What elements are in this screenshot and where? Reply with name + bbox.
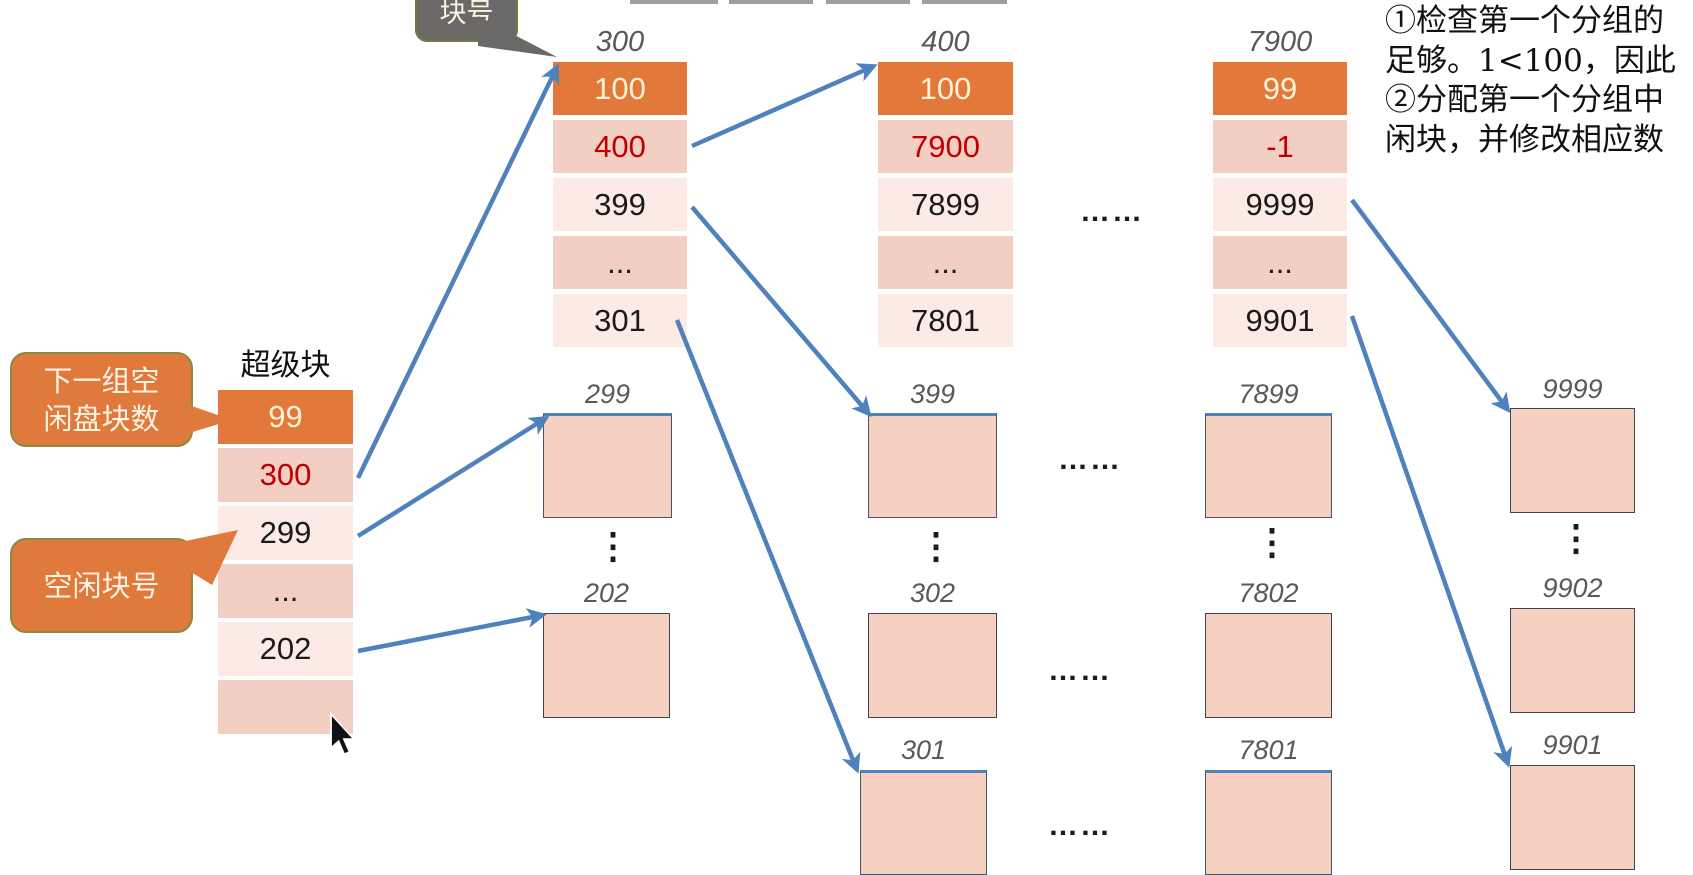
table-cell: 9999 (1213, 178, 1347, 231)
table-cell: 99 (218, 390, 353, 444)
free-block-7802 (1205, 613, 1332, 718)
table-cell: ... (1213, 236, 1347, 289)
block-label: 202 (583, 578, 630, 608)
free-block-399 (868, 413, 997, 518)
table-cell: 100 (553, 62, 687, 115)
annotation-line: ①检查第一个分组的 (1385, 3, 1664, 39)
table-cell: 202 (218, 622, 353, 676)
arrow-400cell-to-table400 (691, 63, 878, 149)
free-block-301 (860, 770, 987, 875)
arrow-9999cell-to-block9999 (1350, 198, 1511, 414)
free-block-9999 (1510, 408, 1635, 513)
free-block-9901 (1510, 765, 1635, 870)
free-block-7899 (1205, 413, 1332, 518)
block-label: 7899 (1238, 379, 1299, 409)
superblock-title: 超级块 (240, 348, 331, 383)
callout-line: 下一组空 (43, 363, 160, 398)
table-cell: 99 (1213, 62, 1347, 115)
group-table-header: 400 (921, 26, 970, 58)
callout-next-group-count: 下一组空 闲盘块数 (10, 352, 193, 447)
horizontal-ellipsis: …… (1048, 809, 1112, 842)
callout-free-block-number: 空闲块号 (10, 538, 193, 633)
arrow-super-to-table300 (355, 63, 560, 479)
block-label: 399 (909, 379, 956, 409)
annotation-line: 足够。1<100，因此 (1385, 42, 1676, 79)
free-block-7801 (1205, 770, 1332, 875)
block-label: 9999 (1542, 374, 1603, 404)
horizontal-ellipsis: …… (1058, 443, 1122, 476)
table-cell-empty (218, 680, 353, 734)
block-label: 301 (900, 735, 947, 765)
annotation-line: ②分配第一个分组中 (1385, 82, 1664, 118)
annotation-text: ①检查第一个分组的 足够。1<100，因此 ②分配第一个分组中 闲块，并修改相应… (1385, 2, 1693, 160)
callout-block-number: 块号 (415, 0, 518, 42)
callout-label: 块号 (439, 0, 494, 29)
horizontal-ellipsis: …… (1080, 195, 1144, 228)
free-block-202 (543, 613, 670, 718)
group-table-400: 100 7900 7899 ... 7801 (878, 62, 1013, 347)
arrow-399cell-to-block399 (690, 205, 872, 418)
block-label: 9902 (1542, 573, 1603, 603)
vertical-ellipsis: ⋮ (918, 525, 954, 566)
annotation-line: 闲块，并修改相应数 (1385, 121, 1664, 158)
group-table-header: 300 (595, 26, 645, 58)
arrow-9901cell-to-block9901 (1349, 315, 1513, 768)
free-block-299 (543, 413, 672, 518)
table-cell: ... (878, 236, 1013, 289)
table-cell: 399 (553, 178, 687, 231)
group-table-7900: 99 -1 9999 ... 9901 (1213, 62, 1347, 347)
table-cell: 9901 (1213, 294, 1347, 347)
group-table-header: 7900 (1247, 26, 1313, 58)
callout-label: 空闲块号 (43, 568, 160, 603)
table-cell: ... (218, 564, 353, 618)
table-cell: 7899 (878, 178, 1013, 231)
vertical-ellipsis: ⋮ (1254, 521, 1290, 562)
horizontal-ellipsis: …… (1048, 654, 1112, 687)
free-block-302 (868, 613, 997, 718)
block-label: 7801 (1238, 735, 1299, 765)
group-table-300: 100 400 399 ... 301 (553, 62, 687, 347)
table-cell: 7801 (878, 294, 1013, 347)
superblock-table: 99 300 299 ... 202 (218, 390, 353, 734)
block-label: 7802 (1238, 578, 1299, 608)
table-cell: 400 (553, 120, 687, 173)
table-cell: ... (553, 236, 687, 289)
vertical-ellipsis: ⋮ (1558, 517, 1594, 558)
top-cutoff-cells (630, 0, 1007, 4)
table-cell: 7900 (878, 120, 1013, 173)
table-cell: -1 (1213, 120, 1347, 173)
block-label: 302 (909, 578, 956, 608)
block-label: 299 (584, 379, 631, 409)
vertical-ellipsis: ⋮ (595, 525, 631, 566)
arrow-301cell-to-block301 (674, 319, 861, 774)
table-cell: 301 (553, 294, 687, 347)
arrow-super-to-block202 (357, 608, 547, 654)
free-block-9902 (1510, 608, 1635, 713)
arrow-super-to-block299 (356, 415, 550, 538)
table-cell: 300 (218, 448, 353, 502)
block-label: 9901 (1542, 730, 1603, 760)
callout-line: 闲盘块数 (43, 401, 160, 436)
table-cell: 299 (218, 506, 353, 560)
table-cell: 100 (878, 62, 1013, 115)
